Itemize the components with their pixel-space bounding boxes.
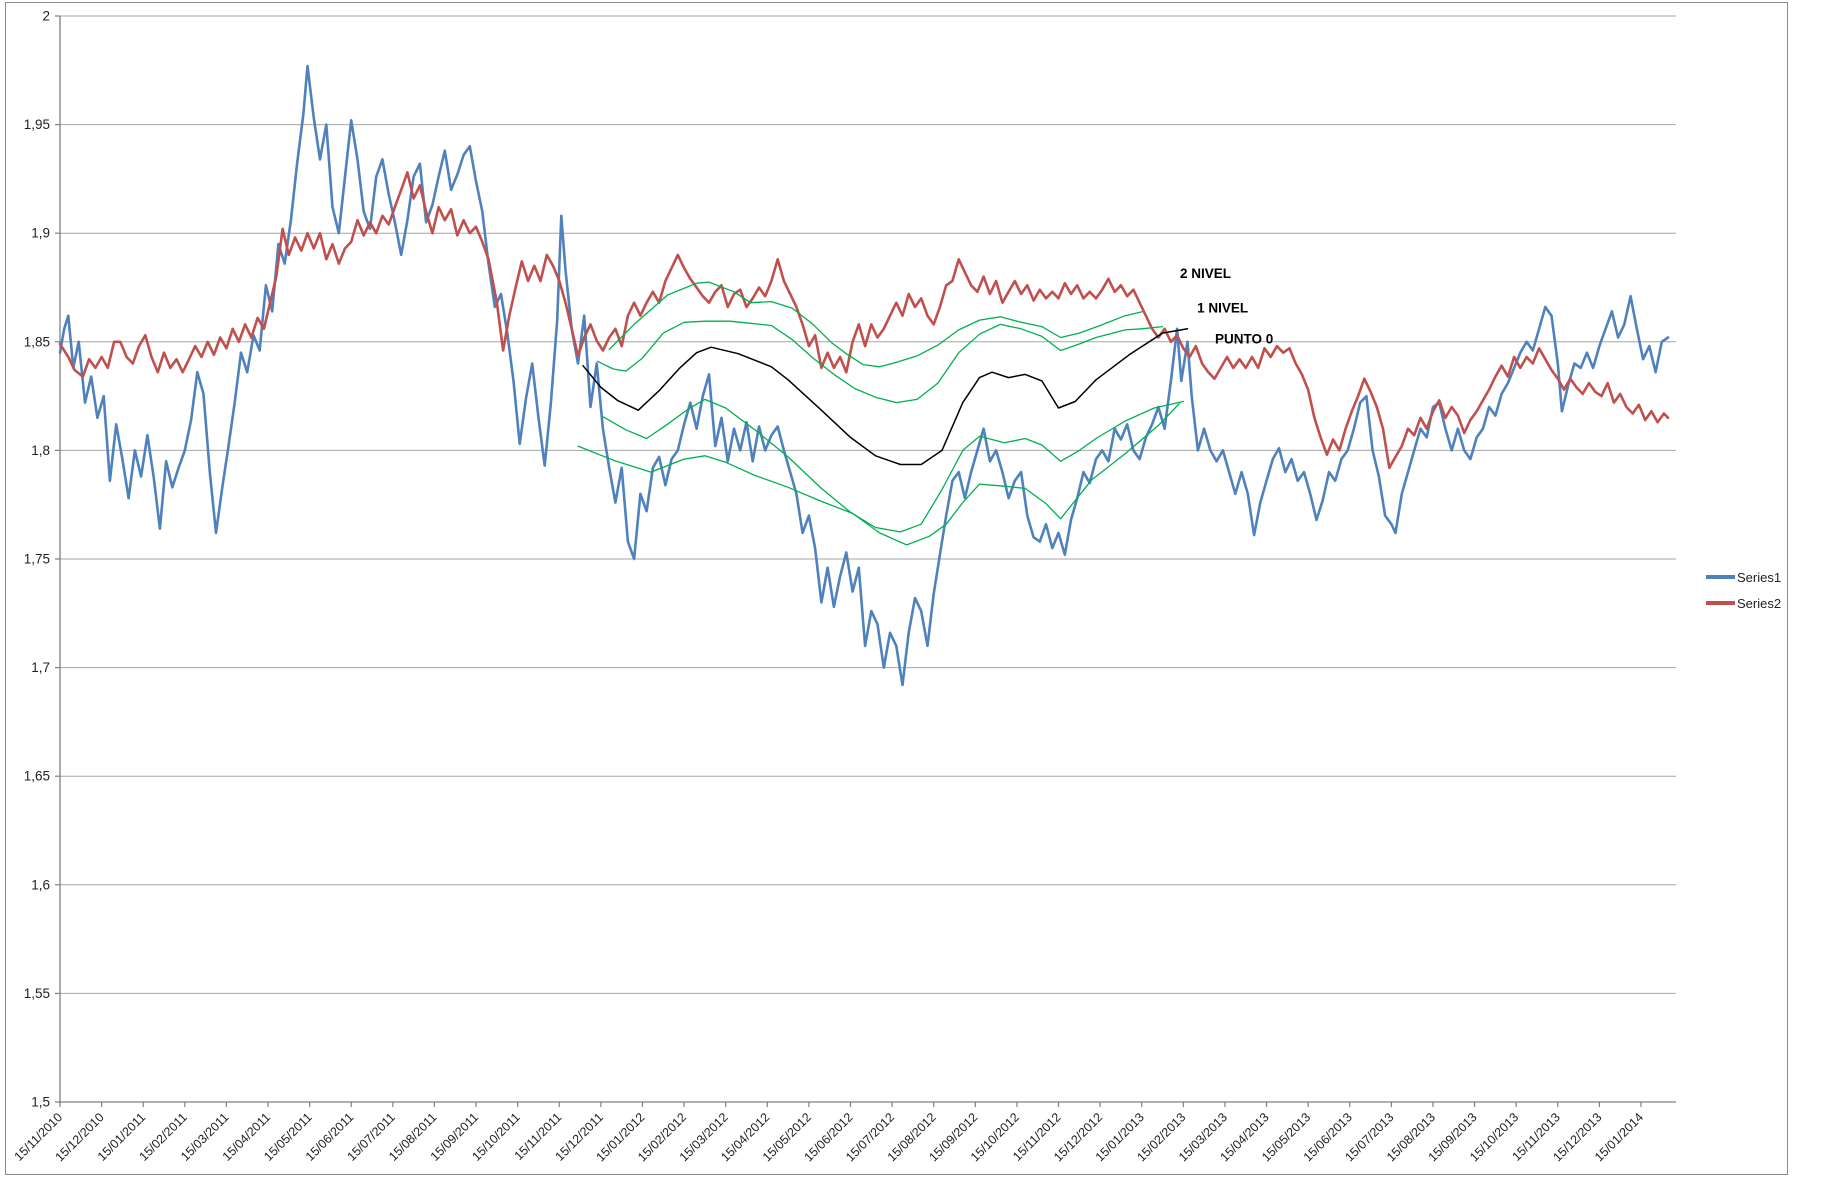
y-axis-label: 1,6 — [31, 877, 50, 892]
series-line-1-nivel-upper — [596, 320, 1164, 404]
annotation-1-nivel: 1 NIVEL — [1197, 300, 1248, 315]
y-axis-label: 1,7 — [31, 660, 50, 675]
legend-label-series2: Series2 — [1737, 595, 1782, 611]
series-line-series2 — [58, 171, 1670, 470]
chart-area-border — [5, 2, 1788, 1175]
y-axis-label: 1,55 — [24, 986, 50, 1001]
y-axis-label: 1,75 — [24, 552, 50, 567]
y-axis-label: 1,95 — [24, 117, 50, 132]
series-line-punto-0 — [582, 328, 1189, 466]
y-axis-label: 2 — [42, 9, 50, 24]
y-axis-label: 1,65 — [24, 769, 50, 784]
series-line-series1 — [58, 64, 1670, 687]
legend-label-series1: Series1 — [1737, 569, 1782, 585]
legend-item-series2[interactable]: Series2 — [1706, 590, 1781, 616]
series1-swatch-icon — [1706, 575, 1735, 579]
y-axis-label: 1,9 — [31, 226, 50, 241]
series-line-1-nivel-lower — [602, 398, 1184, 533]
legend-item-series1[interactable]: Series1 — [1706, 564, 1781, 590]
annotation-2-nivel: 2 NIVEL — [1180, 266, 1231, 281]
series-line-2-nivel-lower — [577, 403, 1180, 546]
series-line-2-nivel-upper — [608, 281, 1145, 368]
annotation-punto-0: PUNTO 0 — [1215, 331, 1273, 346]
y-axis-label: 1,8 — [31, 443, 50, 458]
legend: Series1 Series2 — [1706, 564, 1781, 616]
y-axis-label: 1,5 — [31, 1095, 50, 1110]
y-axis-label: 1,85 — [24, 334, 50, 349]
series2-swatch-icon — [1706, 601, 1735, 605]
